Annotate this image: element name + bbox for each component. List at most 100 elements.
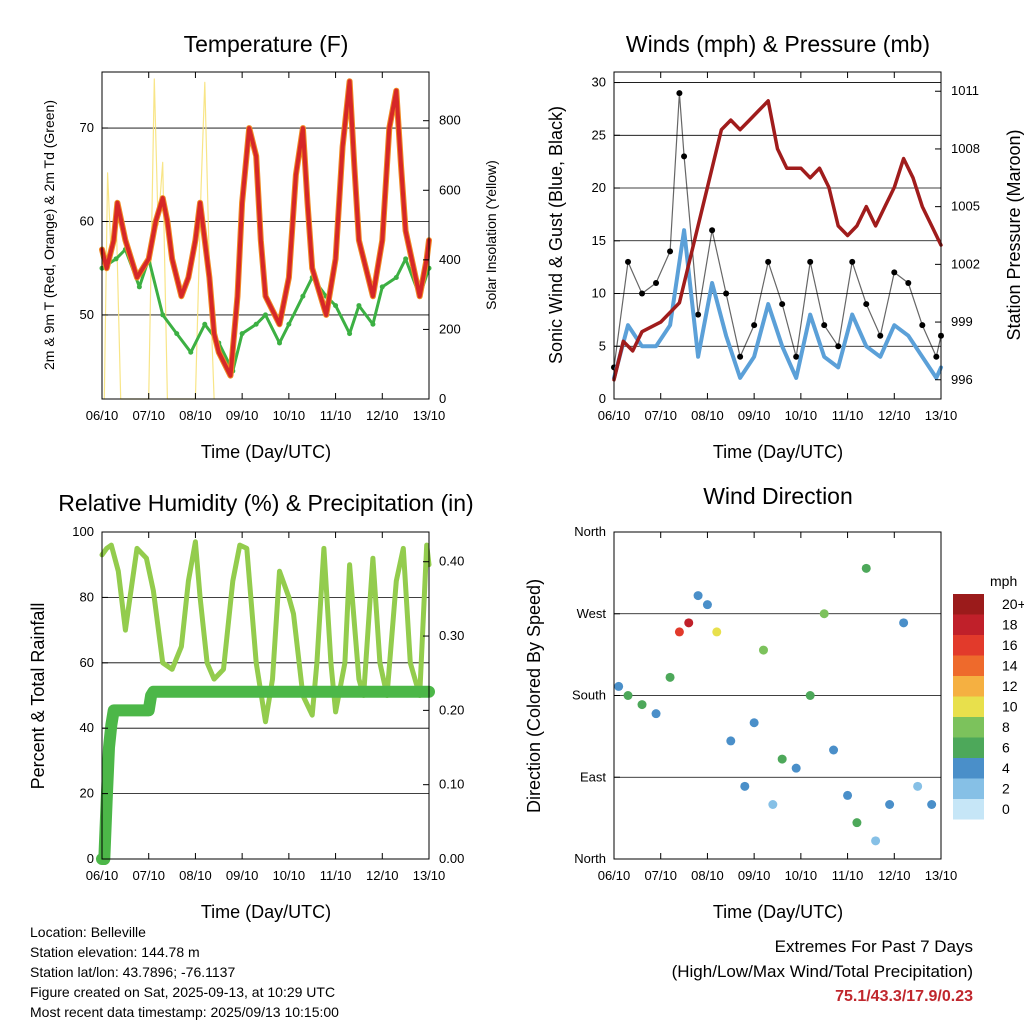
x-tick-label: 13/10	[413, 868, 446, 883]
dewpoint-point	[263, 312, 268, 318]
direction-point	[726, 736, 736, 746]
direction-xticks: 06/10 07/10 08/10 09/10 10/10 11/10 12/10 13/10	[598, 532, 957, 883]
extremes-heading: Extremes For Past 7 Days	[774, 937, 973, 956]
winds-ylabel-right: Station Pressure (Maroon)	[1004, 129, 1024, 340]
legend-label: 10	[1002, 699, 1018, 715]
temperature-plot-area	[99, 78, 432, 400]
y-tick-label: 800	[439, 113, 461, 128]
legend-swatch	[953, 676, 984, 697]
dewpoint-point	[160, 312, 166, 318]
x-tick-label: 09/10	[738, 408, 771, 423]
extremes-subheading: (High/Low/Max Wind/Total Precipitation)	[671, 962, 973, 981]
y-tick-label: 100	[72, 524, 94, 539]
x-tick-label: 09/10	[226, 408, 259, 423]
x-tick-label: 09/10	[738, 868, 771, 883]
y-tick-label: West	[577, 606, 607, 621]
legend-label: 18	[1002, 617, 1018, 633]
x-tick-label: 09/10	[226, 868, 259, 883]
x-tick-label: 12/10	[366, 868, 399, 883]
gust-point	[807, 258, 814, 265]
direction-left-ticks: North East South West North	[572, 524, 620, 866]
y-tick-label: 30	[592, 75, 606, 90]
winds-xticks: 06/10 07/10 08/10 09/10 10/10 11/10 12/10 13/10	[598, 72, 957, 423]
y-tick-label: 70	[80, 120, 94, 135]
direction-point	[927, 800, 937, 809]
direction-point	[777, 754, 787, 764]
y-tick-label: 0	[599, 391, 606, 406]
direction-point	[614, 681, 624, 691]
temperature-xlabel: Time (Day/UTC)	[201, 442, 331, 462]
temperature-panel: Temperature (F) 06/10 07/10 08/10 09/10 10/1…	[41, 31, 499, 462]
gust-point	[709, 227, 716, 234]
winds-frame	[613, 71, 942, 400]
dewpoint-point	[356, 303, 362, 309]
gust-point	[891, 269, 898, 276]
gust-point	[625, 258, 632, 265]
extremes-box: Extremes For Past 7 Days (High/Low/Max W…	[672, 934, 973, 1009]
x-tick-label: 11/10	[320, 868, 352, 883]
direction-point	[829, 745, 839, 755]
legend-swatch	[953, 737, 984, 758]
direction-ylabel-left: Direction (Colored By Speed)	[524, 579, 544, 813]
y-tick-label: 0	[439, 391, 446, 406]
y-tick-label: 1005	[951, 199, 980, 214]
station-info: Location: Belleville Station elevation: …	[30, 922, 339, 1022]
dewpoint-point	[253, 321, 259, 327]
dewpoint-point	[174, 331, 180, 337]
direction-point	[791, 763, 801, 773]
legend-label: 6	[1002, 740, 1010, 756]
gust-point	[676, 90, 683, 97]
y-tick-label: 15	[592, 233, 606, 248]
x-tick-label: 07/10	[132, 868, 165, 883]
direction-point	[712, 627, 722, 637]
legend-swatch	[953, 594, 984, 615]
legend-swatch	[953, 758, 984, 779]
y-tick-label: 60	[80, 655, 94, 670]
y-tick-label: 996	[951, 372, 973, 387]
temp2m-series-line	[100, 79, 431, 378]
y-tick-label: 10	[592, 286, 606, 301]
x-tick-label: 12/10	[878, 868, 911, 883]
x-tick-label: 07/10	[644, 408, 677, 423]
y-tick-label: East	[580, 769, 606, 784]
dewpoint-point	[277, 340, 283, 346]
direction-point	[684, 618, 694, 628]
direction-xlabel: Time (Day/UTC)	[713, 902, 843, 922]
legend-swatch	[953, 717, 984, 738]
dewpoint-point	[202, 321, 208, 327]
gust-point	[905, 279, 912, 286]
dewpoint-point	[347, 331, 353, 337]
direction-point	[861, 563, 871, 573]
y-tick-label: 400	[439, 252, 461, 267]
y-tick-label: 999	[951, 314, 973, 329]
y-tick-label: 600	[439, 182, 461, 197]
legend-swatch	[953, 614, 984, 635]
legend-label: 4	[1002, 760, 1010, 776]
y-tick-label: 0.30	[439, 628, 464, 643]
latlon-text: Station lat/lon: 43.7896; -76.1137	[30, 964, 236, 980]
legend-label: 16	[1002, 637, 1018, 653]
direction-point	[665, 672, 675, 682]
legend-label: 20+	[1002, 596, 1024, 612]
y-tick-label: 25	[592, 127, 606, 142]
dewpoint-point	[286, 321, 292, 327]
legend-swatch	[953, 778, 984, 799]
humidity-frame	[101, 531, 430, 860]
direction-point	[885, 800, 895, 809]
humidity-plot-area	[96, 531, 435, 865]
speed-legend: mph 0 2 4 6 8 10 12 14 16 18 20+	[953, 573, 1024, 820]
location-text: Location: Belleville	[30, 924, 146, 940]
x-tick-label: 08/10	[691, 408, 724, 423]
y-tick-label: 40	[80, 720, 94, 735]
gust-point	[751, 322, 758, 329]
dewpoint-point	[370, 321, 376, 327]
y-tick-label: 0.00	[439, 851, 464, 866]
x-tick-label: 10/10	[273, 868, 306, 883]
dewpoint-point	[239, 331, 245, 337]
direction-point	[623, 691, 633, 700]
humidity-right-ticks: 0.00 0.10 0.20 0.30 0.40	[423, 554, 464, 866]
dewpoint-point	[333, 303, 339, 309]
y-tick-label: 20	[80, 786, 94, 801]
direction-point	[637, 700, 647, 710]
direction-point	[749, 718, 759, 728]
